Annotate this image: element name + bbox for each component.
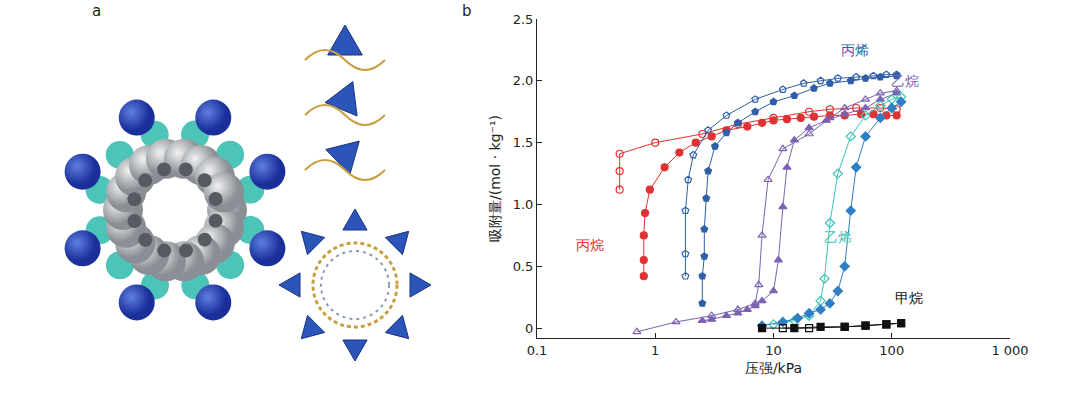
svg-text:丙烯: 丙烯	[841, 42, 869, 58]
svg-text:2.0: 2.0	[513, 73, 534, 88]
svg-text:0.5: 0.5	[513, 259, 534, 274]
svg-text:1 000: 1 000	[991, 343, 1028, 358]
svg-text:1: 1	[651, 343, 659, 358]
svg-text:2.5: 2.5	[513, 12, 534, 27]
html-text:a: a	[92, 2, 102, 20]
svg-text:乙烷: 乙烷	[891, 73, 919, 89]
svg-text:100: 100	[879, 343, 904, 358]
svg-text:0.1: 0.1	[527, 343, 548, 358]
html-text:b: b	[462, 2, 472, 20]
svg-text:甲烷: 甲烷	[895, 290, 923, 306]
svg-text:1.0: 1.0	[513, 197, 534, 212]
svg-text:丙烷: 丙烷	[576, 237, 604, 253]
svg-text:1.5: 1.5	[513, 135, 534, 150]
svg-text:10: 10	[765, 343, 782, 358]
svg-text:吸附量/(mol · kg⁻¹): 吸附量/(mol · kg⁻¹)	[487, 115, 503, 242]
svg-text:0: 0	[525, 321, 533, 336]
svg-text:乙烯: 乙烯	[824, 229, 852, 245]
svg-text:压强/kPa: 压强/kPa	[745, 360, 802, 376]
